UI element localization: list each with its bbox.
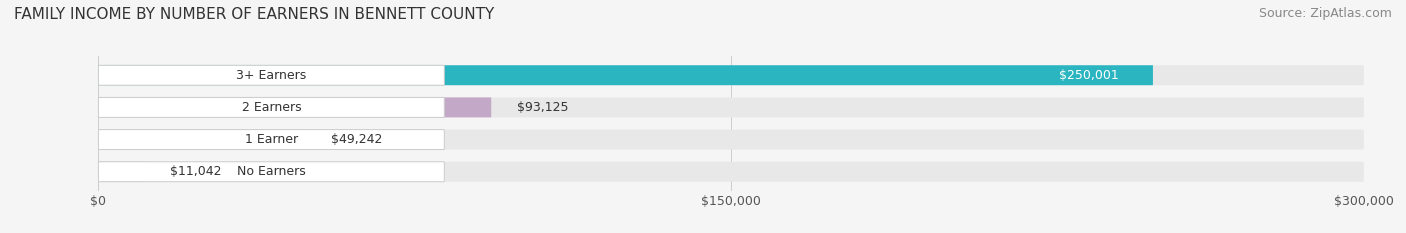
Text: No Earners: No Earners <box>238 165 305 178</box>
Text: $11,042: $11,042 <box>170 165 222 178</box>
Text: 3+ Earners: 3+ Earners <box>236 69 307 82</box>
FancyBboxPatch shape <box>98 162 145 182</box>
FancyBboxPatch shape <box>98 162 1364 182</box>
Text: 1 Earner: 1 Earner <box>245 133 298 146</box>
Text: $93,125: $93,125 <box>516 101 568 114</box>
FancyBboxPatch shape <box>98 97 1364 117</box>
Text: $250,001: $250,001 <box>1060 69 1119 82</box>
FancyBboxPatch shape <box>98 97 444 117</box>
FancyBboxPatch shape <box>98 162 444 182</box>
FancyBboxPatch shape <box>98 65 1364 85</box>
Text: $49,242: $49,242 <box>332 133 382 146</box>
FancyBboxPatch shape <box>98 130 444 150</box>
FancyBboxPatch shape <box>98 97 491 117</box>
FancyBboxPatch shape <box>98 130 1364 150</box>
Text: Source: ZipAtlas.com: Source: ZipAtlas.com <box>1258 7 1392 20</box>
Text: FAMILY INCOME BY NUMBER OF EARNERS IN BENNETT COUNTY: FAMILY INCOME BY NUMBER OF EARNERS IN BE… <box>14 7 495 22</box>
FancyBboxPatch shape <box>98 130 307 150</box>
FancyBboxPatch shape <box>98 65 1153 85</box>
FancyBboxPatch shape <box>98 65 444 85</box>
Text: 2 Earners: 2 Earners <box>242 101 301 114</box>
